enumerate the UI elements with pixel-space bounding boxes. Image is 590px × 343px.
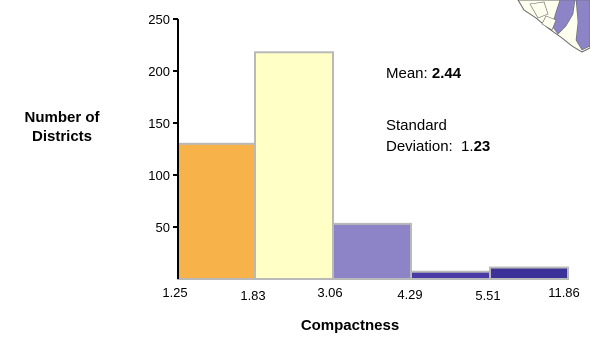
y-tick-label-50: 50 [156,220,170,235]
histogram-bar-5 [489,266,569,280]
x-edge-label-6: 11.86 [548,285,580,300]
x-edge-label-4: 4.29 [397,287,422,302]
sd-value-int: 1. [461,138,474,155]
mean-stat: Mean: 2.44 [386,63,461,84]
mean-label: Mean: [386,65,428,82]
mean-value: 2.44 [431,65,462,82]
y-tick-label-250: 250 [148,12,170,27]
y-axis-title: Number of Districts [12,108,112,146]
sd-label-line1: Standard [386,117,447,134]
histogram-bar-3 [332,222,412,281]
sd-value-dec: 23 [473,138,491,155]
x-edge-label-2: 1.83 [240,288,265,303]
y-tick-label-200: 200 [148,64,170,79]
x-axis-title: Compactness [300,317,400,334]
histogram-bar-1 [177,142,256,280]
y-tick-label-150: 150 [148,116,170,131]
x-edge-label-3: 3.06 [317,285,342,300]
y-tick-label-100: 100 [148,168,170,183]
y-axis-title-line2: Districts [31,128,93,145]
histogram-bar-2 [254,51,334,280]
histogram-bar-4 [410,270,491,281]
x-edge-label-1: 1.25 [162,285,187,300]
x-edge-label-5: 5.51 [475,288,500,303]
texas-map-icon [517,0,590,53]
sd-label-line2: Deviation: [386,138,453,155]
standard-deviation-stat: Standard Deviation: 1.23 [386,115,490,157]
y-axis-title-line1: Number of [24,109,100,126]
